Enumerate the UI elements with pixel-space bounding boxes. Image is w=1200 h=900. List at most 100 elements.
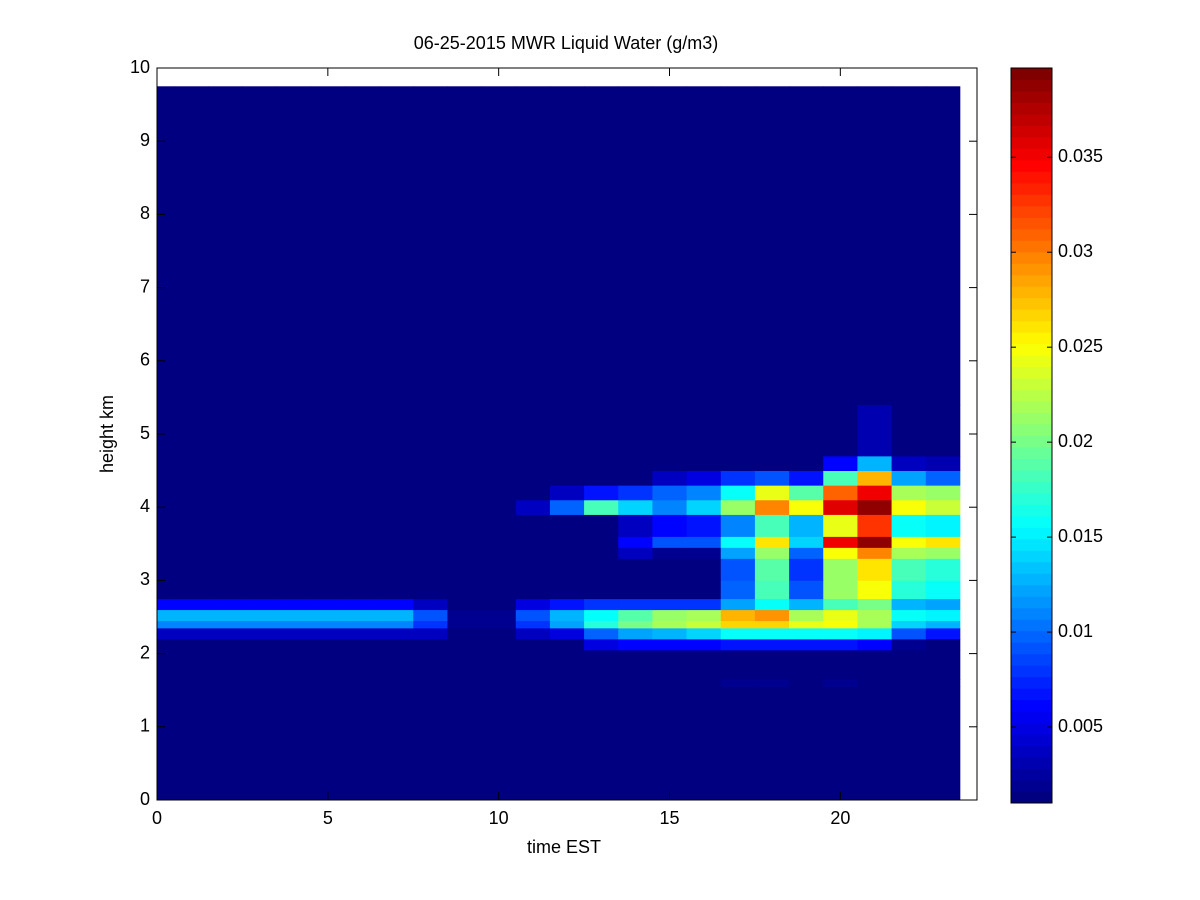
heatmap-cell: [652, 547, 687, 559]
heatmap-cell: [754, 499, 790, 515]
heatmap-cell: [276, 679, 312, 687]
heatmap-cell: [157, 638, 175, 651]
colorbar-step: [1011, 446, 1052, 459]
heatmap-cell: [481, 470, 517, 486]
heatmap-cell: [481, 404, 517, 457]
heatmap-cell: [618, 638, 653, 651]
heatmap-cell: [652, 686, 687, 801]
heatmap-cell: [584, 536, 619, 548]
heatmap-cell: [413, 627, 448, 640]
heatmap-cell: [618, 536, 653, 548]
heatmap-cell: [276, 580, 312, 600]
heatmap-cell: [447, 627, 482, 640]
heatmap-cell: [276, 609, 312, 622]
heatmap-cell: [857, 558, 892, 581]
heatmap-cell: [413, 686, 448, 801]
colorbar-step: [1011, 240, 1052, 253]
colorbar-tick-label: 0.015: [1058, 526, 1103, 546]
heatmap-cell: [276, 627, 312, 640]
heatmap-cell: [447, 536, 482, 548]
heatmap-cell: [413, 536, 448, 548]
heatmap-cell: [686, 536, 722, 548]
heatmap-cell: [515, 627, 551, 640]
heatmap-cell: [652, 536, 687, 548]
colorbar-step: [1011, 113, 1052, 126]
heatmap-cell: [891, 649, 927, 680]
heatmap-cell: [242, 455, 277, 471]
colorbar-tick-label: 0.02: [1058, 431, 1093, 451]
heatmap-cell: [276, 686, 312, 801]
heatmap-cell: [549, 86, 585, 406]
heatmap-cell: [891, 580, 927, 600]
heatmap-cell: [413, 547, 448, 559]
heatmap-cell: [174, 580, 209, 600]
heatmap-cell: [652, 638, 687, 651]
heatmap-cell: [344, 470, 380, 486]
heatmap-cell: [344, 638, 380, 651]
colorbar-step: [1011, 217, 1052, 230]
heatmap-cell: [310, 679, 346, 687]
heatmap-cell: [618, 609, 653, 622]
heatmap-cell: [379, 686, 414, 801]
heatmap-cell: [925, 547, 961, 559]
heatmap-cell: [174, 470, 209, 486]
colorbar-step: [1011, 79, 1052, 92]
heatmap-cell: [481, 485, 517, 501]
heatmap-cell: [174, 627, 209, 640]
heatmap-cell: [447, 558, 482, 581]
heatmap-cell: [754, 598, 790, 611]
heatmap-cell: [584, 514, 619, 537]
colorbar-step: [1011, 630, 1052, 643]
heatmap-cell: [276, 404, 312, 457]
heatmap-cell: [310, 598, 346, 611]
heatmap-cell: [584, 609, 619, 622]
heatmap-cell: [276, 598, 312, 611]
heatmap-cell: [344, 86, 380, 406]
heatmap-cell: [584, 627, 619, 640]
heatmap-cell: [686, 679, 722, 687]
heatmap-cell: [344, 499, 380, 515]
y-tick-label: 4: [140, 496, 150, 516]
heatmap-cell: [174, 686, 209, 801]
heatmap-cell: [823, 620, 858, 629]
heatmap-cell: [242, 598, 277, 611]
heatmap-cell: [379, 609, 414, 622]
colorbar-step: [1011, 699, 1052, 712]
heatmap-cell: [344, 547, 380, 559]
heatmap-cell: [549, 598, 585, 611]
heatmap-cell: [686, 499, 722, 515]
heatmap-cell: [754, 620, 790, 629]
heatmap-cell: [584, 638, 619, 651]
heatmap-cell: [515, 638, 551, 651]
heatmap-cell: [925, 404, 961, 457]
heatmap-cell: [891, 455, 927, 471]
heatmap-cell: [549, 649, 585, 680]
heatmap-cell: [686, 609, 722, 622]
colorbar-tick-label: 0.03: [1058, 241, 1093, 261]
colorbar-step: [1011, 504, 1052, 517]
heatmap-cell: [618, 514, 653, 537]
heatmap-cell: [925, 649, 961, 680]
colorbar-step: [1011, 711, 1052, 724]
y-axis-label: height km: [97, 395, 117, 473]
heatmap-cell: [242, 649, 277, 680]
heatmap-cell: [549, 514, 585, 537]
heatmap-cell: [789, 627, 824, 640]
heatmap-cell: [276, 620, 312, 629]
heatmap-cell: [242, 580, 277, 600]
heatmap-cell: [276, 455, 312, 471]
heatmap-cell: [276, 86, 312, 406]
heatmap-cell: [208, 404, 243, 457]
y-tick-label: 6: [140, 350, 150, 370]
heatmap-cell: [652, 499, 687, 515]
heatmap-cell: [789, 455, 824, 471]
heatmap-cell: [344, 404, 380, 457]
heatmap-cell: [515, 455, 551, 471]
colorbar-step: [1011, 378, 1052, 391]
colorbar-step: [1011, 297, 1052, 310]
heatmap-cell: [652, 620, 687, 629]
colorbar-step: [1011, 251, 1052, 264]
heatmap-cell: [754, 404, 790, 457]
heatmap-cell: [720, 580, 756, 600]
heatmap-cell: [549, 679, 585, 687]
